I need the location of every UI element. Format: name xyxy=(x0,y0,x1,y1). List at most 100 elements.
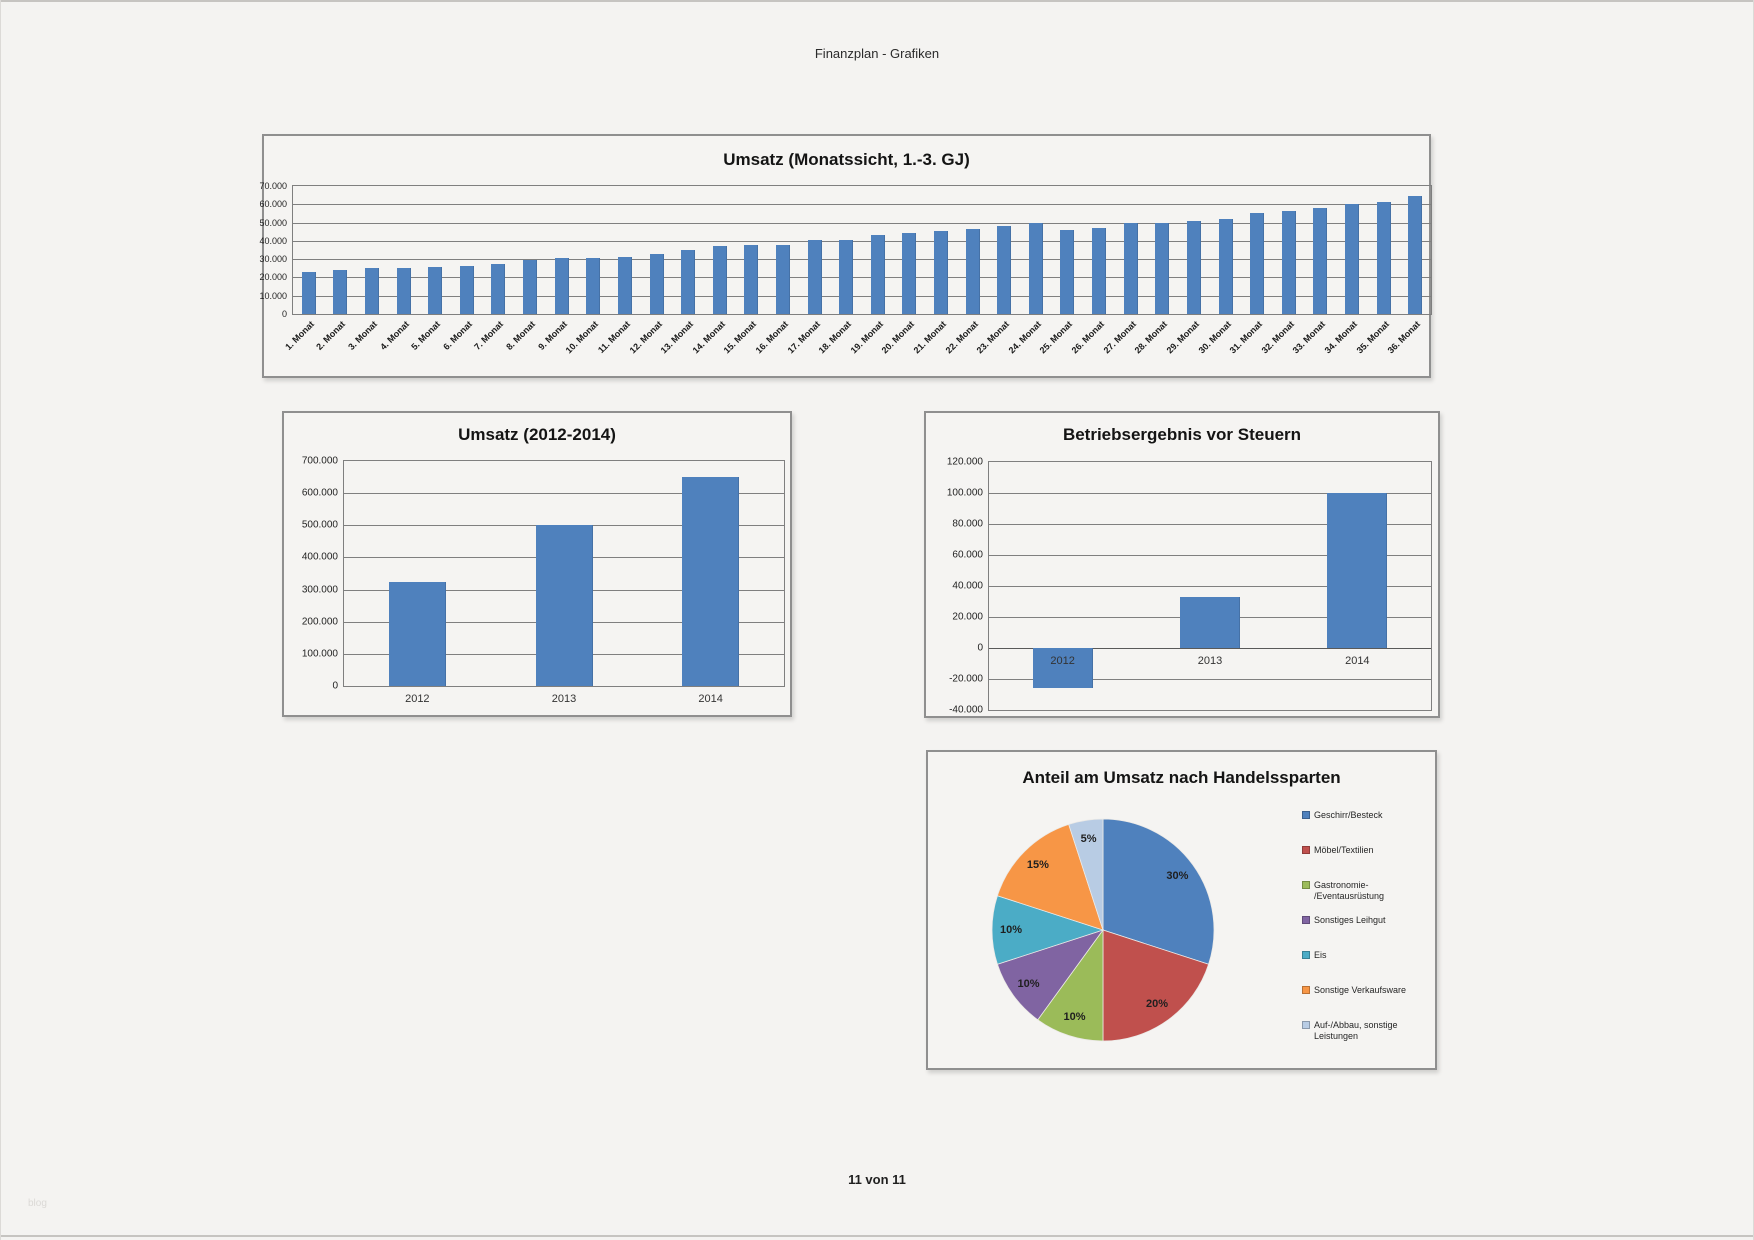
legend-swatch xyxy=(1302,881,1310,889)
y-tick-label: -20.000 xyxy=(949,673,983,685)
gridline xyxy=(989,679,1431,680)
bar xyxy=(491,263,506,314)
x-tick-label: 10. Monat xyxy=(563,319,601,356)
y-tick-label: 50.000 xyxy=(259,217,287,228)
x-tick-label: 29. Monat xyxy=(1164,319,1201,356)
plot-area: 70.000 60.000 50.000 40.000 30.000 20.000 10.0… xyxy=(259,181,1432,355)
bar xyxy=(965,228,980,314)
x-tick-label: 24. Monat xyxy=(1006,319,1043,356)
document-header: Finanzplan - Grafiken xyxy=(814,46,940,61)
y-tick-label: 700.000 xyxy=(301,455,338,467)
bar xyxy=(1155,222,1170,314)
watermark-text: blog xyxy=(28,1198,47,1209)
legend-label: Geschirr/Besteck xyxy=(1314,810,1383,820)
chart-betriebsergebnis: Betriebsergebnis vor Steuern 120.000 100.… xyxy=(924,411,1440,718)
y-tick-label: 0 xyxy=(281,309,287,319)
chart-umsatz-yearly: Umsatz (2012-2014) 700.000 600.000 500.000… xyxy=(282,411,792,717)
bar xyxy=(333,270,348,314)
bar xyxy=(1123,222,1138,314)
bar xyxy=(712,246,727,314)
bar xyxy=(301,271,316,314)
bar xyxy=(1218,218,1233,314)
bar xyxy=(1408,196,1423,314)
bar xyxy=(535,525,593,686)
legend-item: Geschirr/Besteck xyxy=(1302,810,1383,821)
pie-chart xyxy=(991,818,1215,1042)
x-tick-label: 2014 xyxy=(1345,655,1370,667)
x-tick-label: 30. Monat xyxy=(1196,319,1233,356)
bar xyxy=(1028,222,1043,314)
pie-percent-label: 30% xyxy=(1166,869,1189,882)
x-tick-label: 6. Monat xyxy=(441,319,474,352)
x-tick-label: 18. Monat xyxy=(816,319,854,356)
x-tick-label: 4. Monat xyxy=(377,319,411,352)
pie-slice xyxy=(996,823,1104,931)
y-tick-label: 100.000 xyxy=(946,487,983,499)
legend-label: Auf-/Abbau, sonstige Leistungen xyxy=(1314,1020,1398,1041)
bar xyxy=(1327,493,1388,648)
y-tick-label: 120.000 xyxy=(946,456,983,468)
bar xyxy=(1032,648,1093,689)
bar xyxy=(459,266,474,314)
x-tick-label: 35. Monat xyxy=(1354,319,1391,356)
y-tick-label: 500.000 xyxy=(301,519,338,531)
legend-item: Gastronomie- /Eventausrüstung xyxy=(1302,880,1384,902)
x-tick-label: 1. Monat xyxy=(282,319,316,352)
y-tick-label: 20.000 xyxy=(952,611,983,623)
x-tick-label: 34. Monat xyxy=(1322,319,1360,356)
x-tick-label: 28. Monat xyxy=(1132,319,1170,356)
y-tick-label: 40.000 xyxy=(952,580,983,592)
y-tick-label: 0 xyxy=(332,680,338,692)
legend-item: Sonstiges Leihgut xyxy=(1302,915,1386,926)
bar xyxy=(1344,204,1359,314)
legend-item: Auf-/Abbau, sonstige Leistungen xyxy=(1302,1020,1398,1042)
x-tick-label: 36. Monat xyxy=(1385,319,1423,356)
bar xyxy=(649,253,664,314)
gridline xyxy=(989,493,1431,494)
page-left-border xyxy=(0,0,1,1240)
legend-swatch xyxy=(1302,811,1310,819)
zero-axis-line xyxy=(989,648,1431,649)
gridline xyxy=(293,240,1431,242)
y-tick-label: 10.000 xyxy=(259,290,287,301)
bar xyxy=(523,260,538,314)
y-tick-label: 300.000 xyxy=(301,584,338,596)
chart-title: Anteil am Umsatz nach Handelssparten xyxy=(1022,768,1341,787)
y-tick-label: 0 xyxy=(977,642,983,654)
y-tick-label: 60.000 xyxy=(259,199,287,210)
legend-item: Eis xyxy=(1302,950,1327,961)
gridline xyxy=(989,555,1431,556)
pie-percent-label: 10% xyxy=(1063,1011,1086,1024)
y-tick-label: 100.000 xyxy=(301,648,338,660)
legend-swatch xyxy=(1302,846,1310,854)
x-tick-label: 2013 xyxy=(551,693,577,705)
chart-title: Umsatz (2012-2014) xyxy=(458,425,616,444)
y-tick-label: 80.000 xyxy=(952,518,983,530)
legend-item: Möbel/Textilien xyxy=(1302,845,1374,856)
x-tick-label: 2012 xyxy=(405,693,430,705)
x-tick-label: 11. Monat xyxy=(595,319,632,356)
x-tick-label: 2013 xyxy=(1197,655,1223,667)
pie-legend: Geschirr/Besteck Möbel/Textilien Gastronom… xyxy=(1302,810,1432,1060)
plot-area: 700.000 600.000 500.000 400.000 300.000 200.0… xyxy=(302,456,785,705)
legend-label: Sonstige Verkaufsware xyxy=(1314,985,1407,995)
bar xyxy=(1376,201,1391,314)
y-tick-label: 600.000 xyxy=(301,487,338,499)
bar xyxy=(1180,596,1240,648)
chart-title: Betriebsergebnis vor Steuern xyxy=(1062,425,1302,444)
y-tick-label: 60.000 xyxy=(952,549,983,561)
pie-percent-label: 10% xyxy=(999,924,1023,936)
x-tick-label: 21. Monat xyxy=(911,319,949,356)
bar xyxy=(1313,207,1328,314)
bar xyxy=(428,267,443,314)
bar xyxy=(681,250,696,314)
gridline xyxy=(989,524,1431,525)
x-tick-label: 2. Monat xyxy=(314,319,348,352)
bar xyxy=(1092,228,1107,314)
bar xyxy=(744,244,759,314)
gridline xyxy=(293,295,1431,297)
x-tick-label: 32. Monat xyxy=(1259,319,1296,356)
page-number: 11 von 11 xyxy=(848,1172,906,1187)
pie-slice xyxy=(1068,818,1104,931)
pie-slice xyxy=(1102,929,1210,1042)
